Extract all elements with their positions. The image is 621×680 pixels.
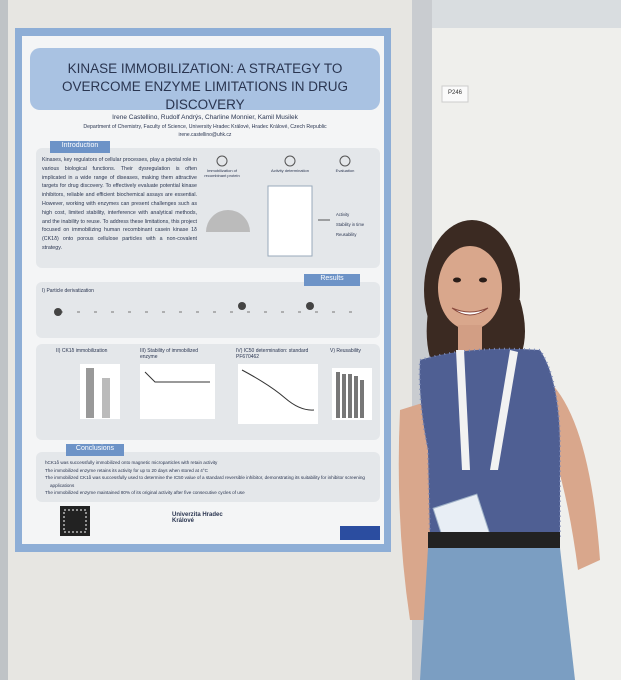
intro-tab (50, 141, 110, 153)
step-icon (284, 155, 296, 167)
conclusions-tab (66, 444, 124, 456)
outcome-label: Reusability (336, 232, 357, 237)
mini-bars (336, 372, 364, 418)
lanyard (456, 350, 518, 470)
belt (428, 532, 560, 550)
outcome-label: Activity (336, 212, 350, 217)
board-label: P246 (447, 90, 462, 96)
step-label: Immobilization of recombinant protein (204, 168, 240, 178)
qr-pattern (63, 509, 87, 533)
conclusion-item: The immobilized enzyme retains its activ… (45, 467, 208, 473)
scheme-box (36, 282, 380, 338)
mini-chart (238, 364, 318, 424)
conclusions-list: hCK1δ was successfully immobilized onto … (44, 459, 374, 497)
panel-label: II) CK1δ immobilization (56, 348, 108, 354)
results-tab (304, 274, 360, 286)
mini-bar (86, 368, 94, 418)
eye (453, 277, 461, 283)
section-heading: Conclusions (75, 445, 115, 452)
assay-box (267, 185, 313, 257)
mini-bar (102, 378, 110, 418)
panel-label: I) Particle derivatization (42, 288, 94, 294)
eye (479, 277, 487, 283)
top (419, 348, 560, 540)
conclusion-item: The immobilized enzyme maintained 80% of… (45, 490, 245, 495)
left-pole (0, 0, 8, 680)
section-heading: Introduction (61, 142, 99, 149)
panel-label: V) Reusability (330, 348, 361, 354)
arm (398, 400, 435, 620)
particle-icon (206, 210, 250, 232)
window (430, 0, 621, 28)
poster-email: irene.castellino@uhk.cz (178, 132, 232, 138)
conclusions-box (36, 452, 380, 502)
eu-flag (340, 526, 380, 540)
panel-label: IV) IC50 determination: standard PF67046… (236, 348, 309, 360)
step-label: Evaluation (335, 168, 355, 173)
university: Univerzita Hradec Králové (172, 512, 223, 524)
panel-label: III) Stability of immobilized enzyme (140, 348, 199, 360)
poster-authors: Irene Castellino, Rudolf Andrýs, Charlin… (112, 114, 298, 121)
title-box (30, 48, 380, 110)
intro-text: Kinases, key regulators of cellular proc… (42, 157, 197, 251)
smile (451, 307, 489, 316)
mini-line (241, 369, 315, 411)
bead (54, 308, 62, 316)
bead (238, 302, 246, 310)
bead (306, 302, 314, 310)
outcome-label: Stability in time (336, 222, 365, 227)
mini-chart (140, 364, 215, 419)
label-card (441, 85, 469, 103)
conclusion-item: The immobilized CK1δ was successfully us… (45, 475, 365, 488)
qr-code (60, 506, 90, 536)
face (438, 246, 502, 330)
step-icon (216, 155, 228, 167)
top-pattern (418, 347, 561, 541)
step-label: Activity determination (270, 168, 309, 173)
mini-line (144, 371, 210, 383)
poster-title: KINASE IMMOBILIZATION: A STRATEGY TO OVE… (61, 61, 349, 112)
section-heading: Results (320, 275, 344, 282)
conclusion-item: hCK1δ was successfully immobilized onto … (45, 460, 218, 465)
step-icon (339, 155, 351, 167)
jeans (420, 548, 575, 680)
poster-affiliation: Department of Chemistry, Faculty of Scie… (83, 124, 327, 130)
